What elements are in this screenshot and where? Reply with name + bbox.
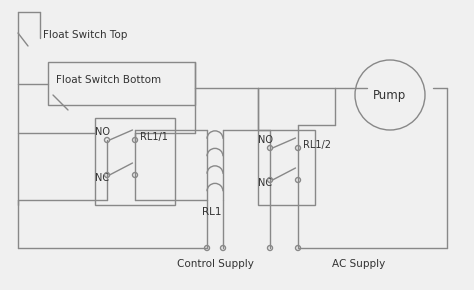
Text: NC: NC	[258, 178, 272, 188]
Bar	[48, 62, 195, 105]
Text: AC Supply: AC Supply	[332, 259, 385, 269]
Text: NO: NO	[258, 135, 273, 145]
Text: RL1: RL1	[202, 207, 222, 217]
Text: NC: NC	[95, 173, 109, 183]
Text: Pump: Pump	[374, 88, 407, 102]
Text: Float Switch Top: Float Switch Top	[43, 30, 128, 40]
Text: Float Switch Bottom: Float Switch Bottom	[56, 75, 161, 85]
Bar	[258, 130, 315, 205]
Text: Control Supply: Control Supply	[176, 259, 254, 269]
Bar	[95, 118, 175, 205]
Text: NO: NO	[95, 127, 110, 137]
Text: RL1/1: RL1/1	[140, 132, 168, 142]
Text: RL1/2: RL1/2	[303, 140, 331, 150]
